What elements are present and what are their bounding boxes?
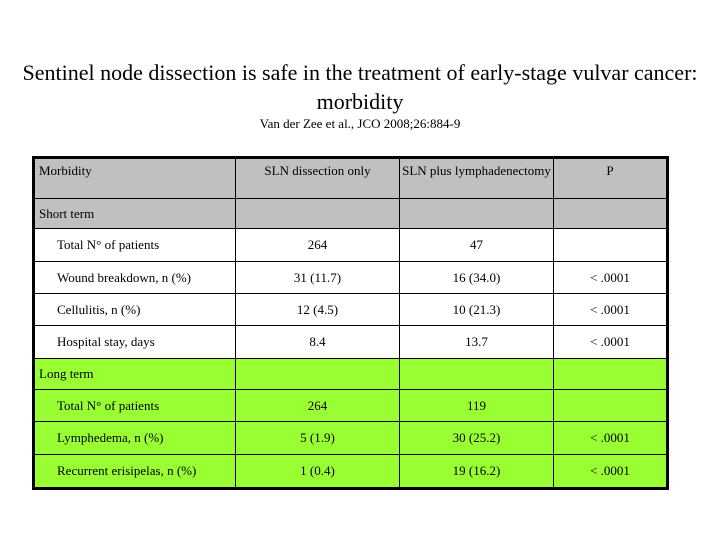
sln-value: 12 (4.5) (235, 293, 400, 326)
row-label: Total N° of patients (33, 389, 236, 422)
section-row-short-term: Short term (33, 198, 668, 229)
sln-value: 1 (0.4) (235, 454, 400, 489)
slide-title: Sentinel node dissection is safe in the … (22, 60, 698, 114)
header-sln-plus-lnd: SLN plus lymphadenectomy (399, 157, 554, 199)
lnd-value: 13.7 (399, 325, 554, 359)
table-row: Cellulitis, n (%) 12 (4.5) 10 (21.3) < .… (33, 293, 668, 326)
p-value (553, 389, 668, 422)
lnd-value: 19 (16.2) (399, 454, 554, 489)
header-row: Morbidity SLN dissection only SLN plus l… (33, 157, 668, 199)
p-value: < .0001 (553, 454, 668, 489)
header-p: P (553, 157, 668, 199)
sln-value: 264 (235, 228, 400, 262)
lnd-value: 16 (34.0) (399, 261, 554, 294)
lnd-value: 10 (21.3) (399, 293, 554, 326)
row-label: Lymphedema, n (%) (33, 421, 236, 455)
table-row: Total N° of patients 264 119 (33, 389, 668, 422)
p-value (553, 228, 668, 262)
sln-value: 8.4 (235, 325, 400, 359)
row-label: Cellulitis, n (%) (33, 293, 236, 326)
row-label: Hospital stay, days (33, 325, 236, 359)
p-value: < .0001 (553, 421, 668, 455)
table-row: Lymphedema, n (%) 5 (1.9) 30 (25.2) < .0… (33, 421, 668, 455)
p-value: < .0001 (553, 293, 668, 326)
row-label: Wound breakdown, n (%) (33, 261, 236, 294)
lnd-value: 30 (25.2) (399, 421, 554, 455)
header-morbidity: Morbidity (33, 157, 236, 199)
table-row: Recurrent erisipelas, n (%) 1 (0.4) 19 (… (33, 454, 668, 489)
citation: Van der Zee et al., JCO 2008;26:884-9 (259, 116, 461, 131)
sln-value: 31 (11.7) (235, 261, 400, 294)
section-label: Short term (33, 198, 236, 229)
table-row: Hospital stay, days 8.4 13.7 < .0001 (33, 325, 668, 359)
lnd-value: 47 (399, 228, 554, 262)
table-row: Total N° of patients 264 47 (33, 228, 668, 262)
p-value: < .0001 (553, 325, 668, 359)
sln-value: 264 (235, 389, 400, 422)
sln-value: 5 (1.9) (235, 421, 400, 455)
lnd-value: 119 (399, 389, 554, 422)
header-sln-only: SLN dissection only (235, 157, 400, 199)
section-label: Long term (33, 358, 236, 390)
morbidity-table: Morbidity SLN dissection only SLN plus l… (32, 156, 669, 490)
section-row-long-term: Long term (33, 358, 668, 390)
row-label: Recurrent erisipelas, n (%) (33, 454, 236, 489)
row-label: Total N° of patients (33, 228, 236, 262)
table-row: Wound breakdown, n (%) 31 (11.7) 16 (34.… (33, 261, 668, 294)
p-value: < .0001 (553, 261, 668, 294)
